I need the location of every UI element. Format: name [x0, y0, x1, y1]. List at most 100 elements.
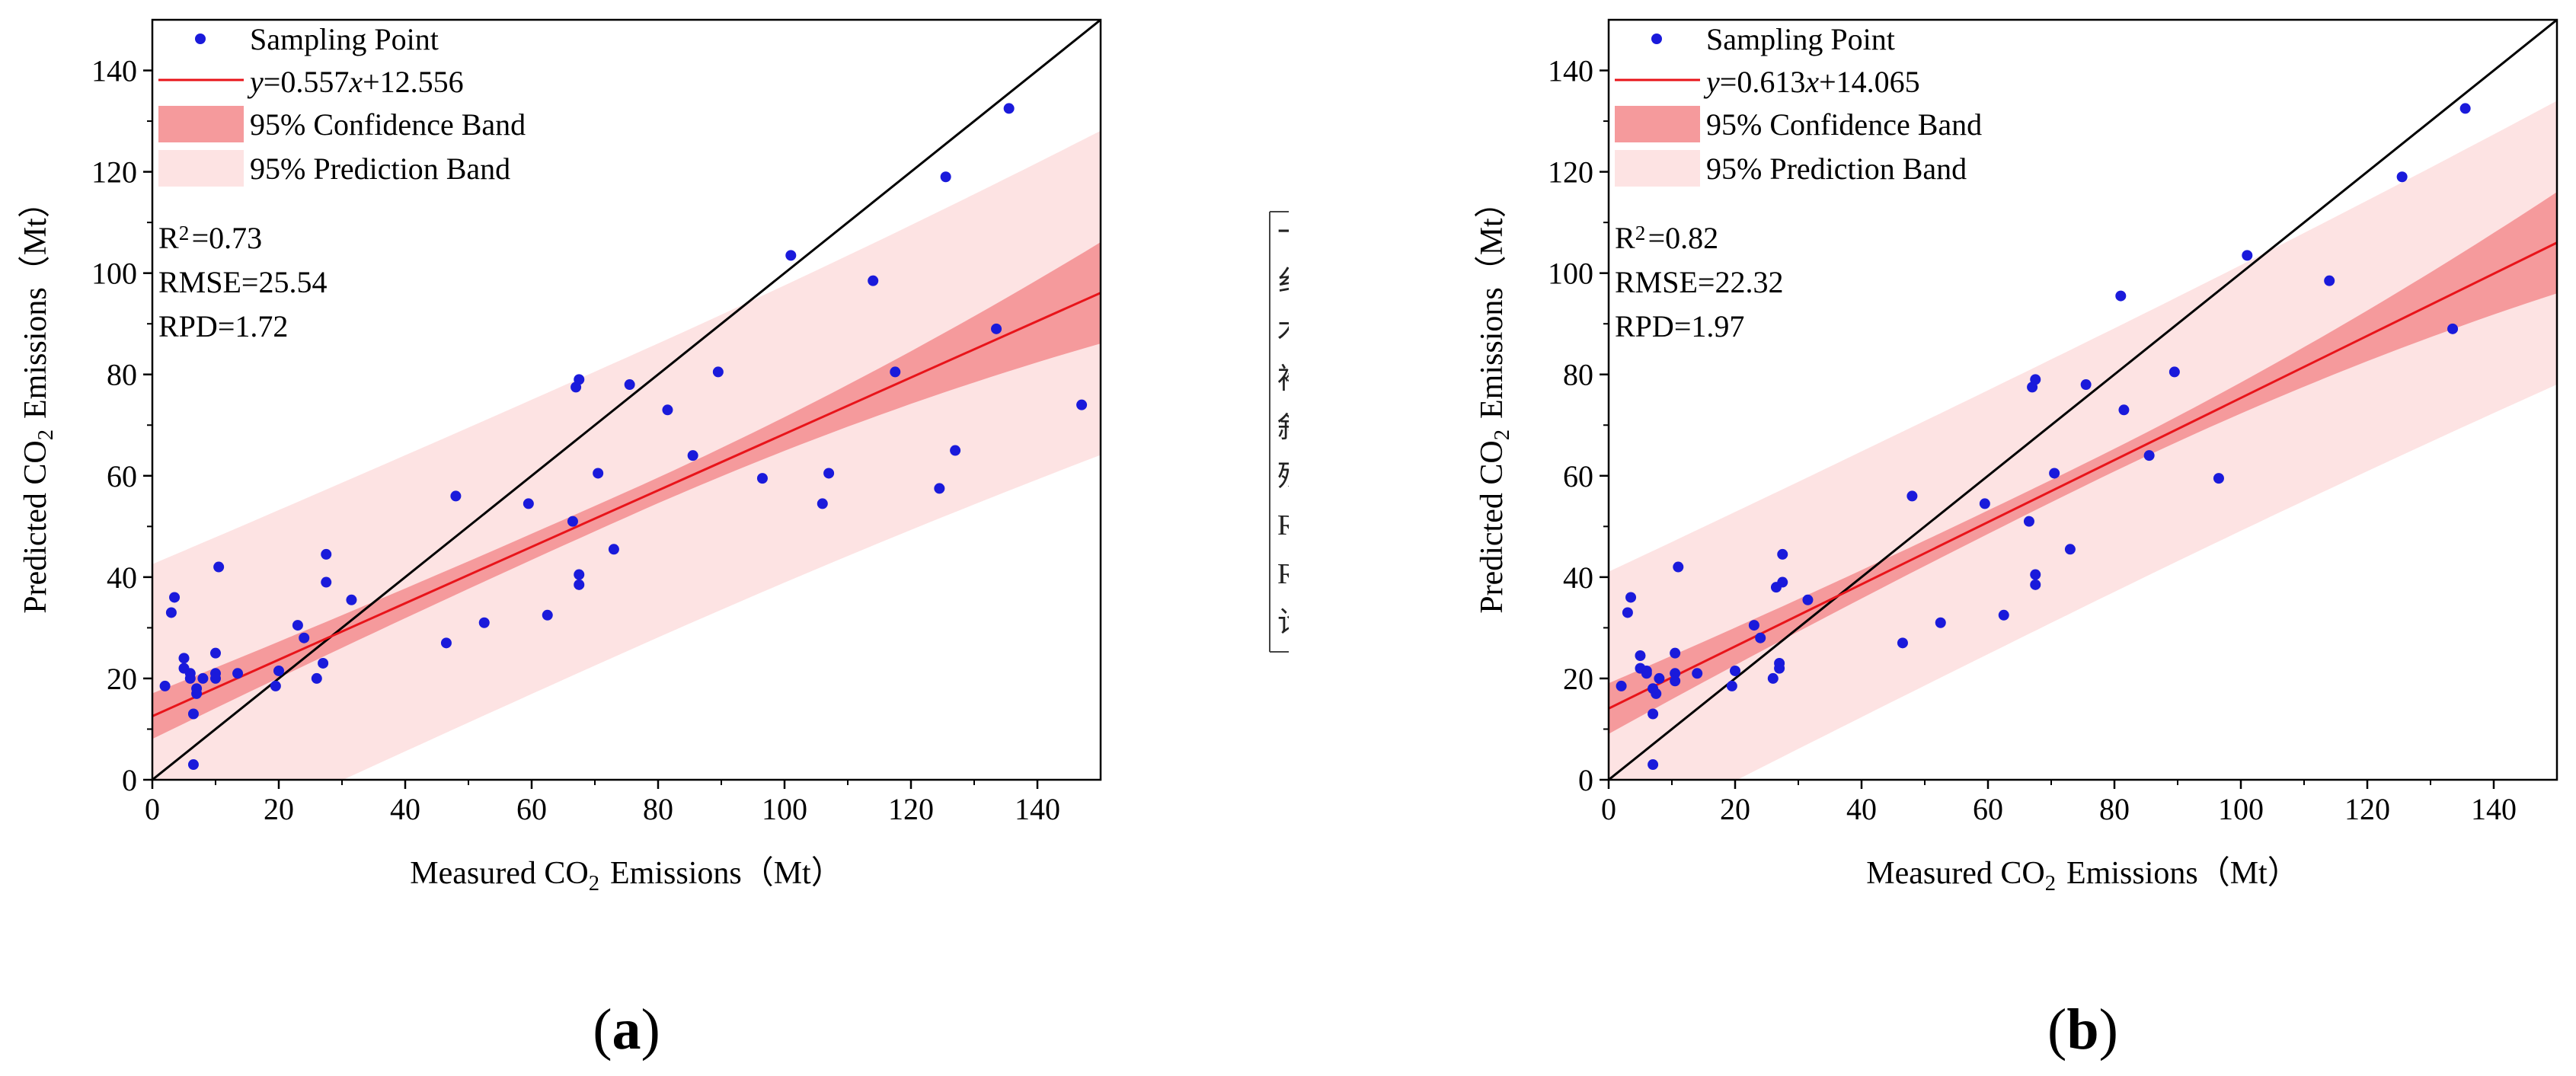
y-tick-label: 120 [91, 155, 137, 190]
x-tick-label: 120 [888, 792, 934, 826]
data-point [2459, 103, 2471, 114]
data-point [2169, 366, 2180, 378]
data-point [2064, 544, 2076, 555]
y-tick-label: 0 [122, 763, 137, 797]
data-point [1767, 672, 1779, 684]
data-point [187, 708, 199, 720]
data-point [2115, 290, 2127, 302]
data-point [270, 680, 281, 691]
data-point [187, 759, 199, 771]
stat-text: RMSE=22.32 [1615, 265, 1783, 299]
legend-label: 95% Prediction Band [1706, 152, 1967, 186]
data-point [785, 250, 797, 261]
x-tick-label: 40 [1846, 792, 1877, 826]
data-point [197, 672, 209, 684]
legend-confidence-marker [1615, 106, 1700, 142]
data-point [934, 483, 945, 494]
fit-line [1609, 241, 2557, 710]
stat-text: R2 =0.82 [1615, 221, 1718, 255]
y-tick-label: 80 [107, 358, 137, 392]
fragment-glyph: R [1277, 558, 1297, 590]
fragment-glyph: 木 [1277, 314, 1306, 346]
data-point [1979, 498, 1990, 509]
y-tick-label: 80 [1563, 358, 1593, 392]
data-point [232, 668, 244, 679]
data-point [1748, 620, 1759, 631]
prediction-band [1609, 101, 2557, 780]
data-point [311, 672, 322, 684]
fragment-glyph: 一 [1277, 217, 1306, 249]
legend-prediction-marker [158, 150, 244, 187]
legend-label: y=0.613x+14.065 [1703, 65, 1920, 99]
data-point [624, 379, 635, 391]
data-point [191, 683, 203, 694]
data-point [346, 594, 357, 605]
data-point [1755, 632, 1766, 643]
data-point [1648, 708, 1659, 720]
legend-confidence-marker [158, 106, 244, 142]
fragment-glyph: R [1277, 509, 1297, 541]
fragment-glyph: 纟 [1277, 266, 1306, 298]
data-point [712, 366, 724, 378]
y-tick-label: 20 [1563, 662, 1593, 696]
plot-frame [151, 18, 1102, 781]
data-point [318, 657, 329, 669]
data-point [593, 468, 604, 479]
legend-point-marker [195, 34, 206, 44]
data-point [890, 366, 901, 378]
data-point [1774, 663, 1785, 674]
data-point [991, 323, 1002, 334]
fit-line [152, 292, 1101, 717]
data-point [273, 665, 284, 676]
data-point [574, 579, 585, 590]
legend-point-marker [1651, 34, 1662, 44]
plot-area [152, 20, 1101, 780]
fragment-glyph: 诊 [1277, 607, 1306, 639]
data-point [1648, 759, 1659, 771]
data-point [213, 561, 225, 573]
data-point [1003, 103, 1015, 114]
fragment-clip: 一 纟 木 褚 斜 残 R R 诊 [1277, 217, 1306, 639]
data-point [1770, 582, 1782, 593]
data-point [210, 668, 221, 679]
data-point [1998, 609, 2009, 621]
x-tick-label: 140 [1015, 792, 1060, 826]
data-point [2324, 275, 2335, 286]
data-point [1692, 668, 1703, 679]
data-point [1935, 617, 1946, 628]
data-point [2030, 569, 2041, 580]
data-point [1616, 680, 1627, 691]
data-point [165, 607, 177, 618]
stat-text: RPD=1.97 [1615, 309, 1744, 343]
data-point [1906, 490, 1918, 502]
x-tick-label: 120 [2344, 792, 2390, 826]
data-point [1897, 637, 1908, 649]
panel-label: (a) [593, 998, 660, 1062]
data-point [1076, 399, 1088, 410]
x-tick-label: 140 [2471, 792, 2517, 826]
x-tick-label: 80 [2099, 792, 2130, 826]
data-point [2118, 404, 2130, 416]
y-tick-label: 40 [1563, 560, 1593, 595]
x-tick-label: 40 [390, 792, 420, 826]
data-point [2242, 250, 2253, 261]
data-point [2143, 450, 2155, 461]
y-tick-label: 60 [1563, 459, 1593, 493]
y-tick-label: 20 [107, 662, 137, 696]
legend-label: 95% Confidence Band [250, 107, 526, 142]
data-point [321, 548, 332, 560]
data-point [450, 490, 462, 502]
data-point [2030, 374, 2041, 385]
data-point [2030, 579, 2041, 590]
data-point [2080, 379, 2092, 391]
x-tick-label: 100 [762, 792, 807, 826]
data-point [2213, 473, 2224, 484]
data-point [292, 620, 303, 631]
y-tick-label: 60 [107, 459, 137, 493]
legend: Sampling Point y=0.557x+12.556 95% Confide… [158, 22, 526, 187]
x-axis-label: Measured CO2 Emissions（Mt） [410, 856, 842, 896]
y-tick-label: 140 [91, 54, 137, 88]
data-point [1670, 675, 1681, 687]
fragment-glyph: 斜 [1277, 412, 1306, 444]
